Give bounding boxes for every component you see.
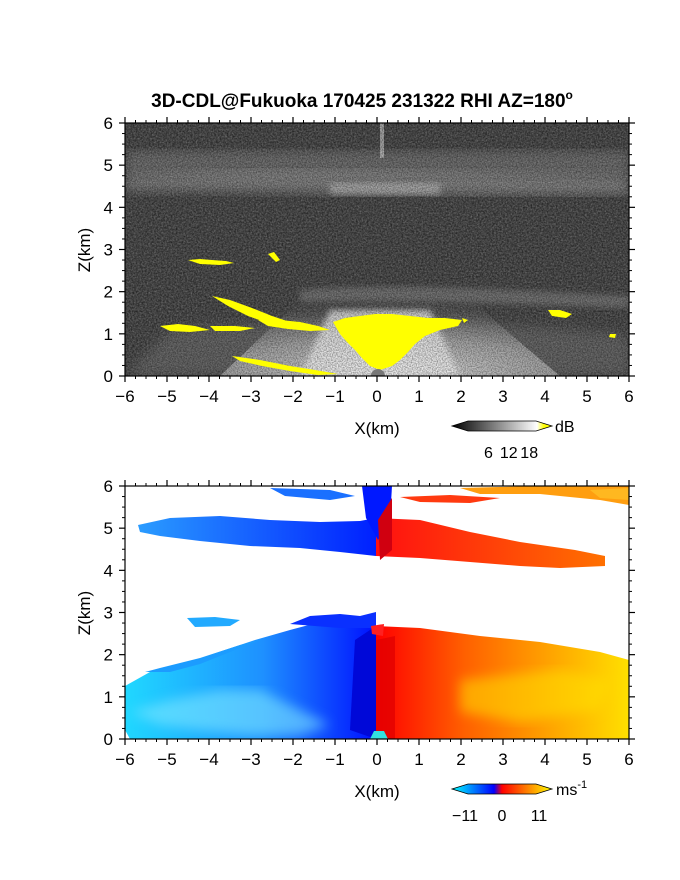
velocity-heatmap xyxy=(125,486,629,739)
reflectivity-colorbar: dB 6 12 18 xyxy=(450,419,575,462)
x-tick-label: 4 xyxy=(540,387,549,406)
x-tick-label: 5 xyxy=(582,750,591,769)
colorbar-tick-label: 11 xyxy=(531,808,548,825)
y-tick-label: 3 xyxy=(104,241,113,260)
x-tick-label: 6 xyxy=(624,750,633,769)
colorbar-tick-label: 0 xyxy=(498,808,507,825)
x-tick-label: −4 xyxy=(199,387,218,406)
y-tick-label: 6 xyxy=(104,114,113,133)
y-tick-label: 4 xyxy=(104,561,113,580)
y-tick-label: 1 xyxy=(104,688,113,707)
x-tick-label: 0 xyxy=(372,750,381,769)
x-tick-label: 1 xyxy=(414,750,423,769)
y-tick-label: 1 xyxy=(104,325,113,344)
x-tick-label: 1 xyxy=(414,387,423,406)
reflectivity-ylabel: Z(km) xyxy=(75,228,94,272)
velocity-colorbar: ms-1 −11 0 11 xyxy=(450,779,587,825)
x-tick-label: −2 xyxy=(283,750,302,769)
x-tick-label: 4 xyxy=(540,750,549,769)
x-tick-label: −1 xyxy=(325,750,344,769)
x-tick-label: −6 xyxy=(115,387,134,406)
x-tick-label: −5 xyxy=(157,387,176,406)
x-tick-label: −3 xyxy=(241,387,260,406)
reflectivity-xlabel: X(km) xyxy=(354,419,399,438)
y-tick-label: 0 xyxy=(104,367,113,386)
y-tick-label: 2 xyxy=(104,646,113,665)
velocity-axes: −6 −5 −4 −3 −2 −1 0 1 2 3 4 5 6 0 1 2 3 4 5 6 xyxy=(104,477,635,769)
reflectivity-colorbar-unit: dB xyxy=(555,419,575,436)
velocity-xlabel: X(km) xyxy=(354,782,399,801)
y-tick-label: 5 xyxy=(104,156,113,175)
y-tick-label: 0 xyxy=(104,730,113,749)
colorbar-tick-label: 12 xyxy=(500,445,518,462)
chart-title: 3D-CDL@Fukuoka 170425 231322 RHI AZ=180o xyxy=(151,88,573,112)
colorbar-tick-label: 18 xyxy=(520,445,538,462)
velocity-ylabel: Z(km) xyxy=(75,591,94,635)
reflectivity-axes: −6 −5 −4 −3 −2 −1 0 1 2 3 4 5 6 0 1 2 3 4 5 6 xyxy=(104,114,635,406)
y-tick-label: 2 xyxy=(104,283,113,302)
x-tick-label: −4 xyxy=(199,750,218,769)
colorbar-tick-label: 6 xyxy=(484,445,493,462)
x-tick-label: 3 xyxy=(498,387,507,406)
y-tick-label: 5 xyxy=(104,519,113,538)
x-tick-label: 3 xyxy=(498,750,507,769)
velocity-panel: −6 −5 −4 −3 −2 −1 0 1 2 3 4 5 6 0 1 2 3 4 5 6 X(km) Z(km) m… xyxy=(75,477,635,825)
x-tick-label: 2 xyxy=(456,750,465,769)
reflectivity-heatmap xyxy=(125,123,629,376)
y-tick-label: 3 xyxy=(104,604,113,623)
y-tick-label: 6 xyxy=(104,477,113,496)
velocity-colorbar-unit: ms-1 xyxy=(556,779,587,799)
x-tick-label: −2 xyxy=(283,387,302,406)
x-tick-label: 6 xyxy=(624,387,633,406)
x-tick-label: −1 xyxy=(325,387,344,406)
x-tick-label: −3 xyxy=(241,750,260,769)
x-tick-label: 0 xyxy=(372,387,381,406)
colorbar-tick-label: −11 xyxy=(452,808,478,825)
x-tick-label: 5 xyxy=(582,387,591,406)
y-tick-label: 4 xyxy=(104,198,113,217)
x-tick-label: −5 xyxy=(157,750,176,769)
x-tick-label: −6 xyxy=(115,750,134,769)
x-tick-label: 2 xyxy=(456,387,465,406)
